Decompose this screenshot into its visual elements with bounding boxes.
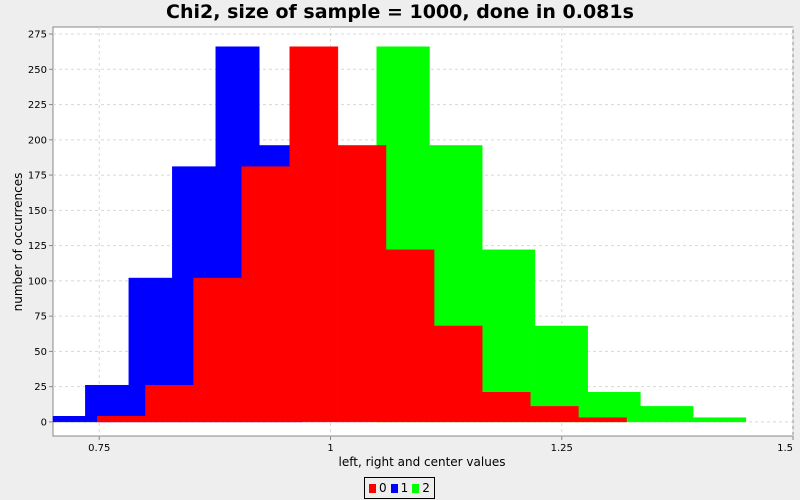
y-tick-label: 50 bbox=[34, 347, 47, 358]
y-tick-label: 175 bbox=[28, 171, 47, 182]
x-tick-label: 1 bbox=[327, 443, 333, 454]
bar-series-0 bbox=[530, 406, 579, 423]
bar-series-1 bbox=[52, 416, 86, 423]
bar-series-0 bbox=[578, 417, 627, 423]
y-tick-label: 0 bbox=[41, 417, 47, 428]
legend-label: 2 bbox=[422, 481, 430, 495]
bar-series-0 bbox=[289, 46, 339, 423]
x-axis-ticks: 0.75 1 1.25 1.5 bbox=[88, 436, 794, 454]
y-tick-label: 150 bbox=[28, 206, 47, 217]
bar-series-0 bbox=[481, 392, 531, 423]
bar-series-0 bbox=[385, 249, 435, 423]
bar-series-2 bbox=[587, 392, 641, 423]
legend-item-1: 1 bbox=[390, 481, 409, 495]
y-axis-label: number of occurrences bbox=[11, 173, 25, 312]
y-tick-label: 225 bbox=[28, 100, 47, 111]
legend-swatch bbox=[412, 483, 420, 493]
bar-series-2 bbox=[640, 406, 694, 423]
bar-series-0 bbox=[241, 166, 291, 423]
y-axis-ticks: 0 25 50 75 100 125 150 175 200 225 250 275 bbox=[28, 30, 53, 428]
y-tick-label: 200 bbox=[28, 135, 47, 146]
bar-series-0 bbox=[337, 145, 387, 423]
y-tick-label: 250 bbox=[28, 65, 47, 76]
chart-title: Chi2, size of sample = 1000, done in 0.0… bbox=[166, 1, 634, 23]
y-tick-label: 100 bbox=[28, 276, 47, 287]
bar-series-0 bbox=[97, 416, 146, 423]
legend-swatch bbox=[369, 483, 376, 493]
legend-label: 0 bbox=[379, 481, 387, 495]
bar-series-2 bbox=[692, 417, 747, 423]
legend-item-2: 2 bbox=[412, 481, 430, 495]
legend-swatch bbox=[390, 483, 398, 493]
y-tick-label: 275 bbox=[28, 30, 47, 41]
legend-label: 1 bbox=[400, 481, 409, 495]
y-tick-label: 75 bbox=[34, 312, 47, 323]
x-tick-label: 1.25 bbox=[551, 443, 573, 454]
x-axis-label: left, right and center values bbox=[339, 455, 506, 469]
y-tick-label: 25 bbox=[34, 382, 47, 393]
bars bbox=[52, 46, 747, 423]
bar-series-2 bbox=[534, 325, 588, 423]
bar-series-0 bbox=[433, 325, 483, 423]
x-tick-label: 1.5 bbox=[777, 443, 793, 454]
legend-item-0: 0 bbox=[369, 481, 387, 495]
bar-series-0 bbox=[145, 384, 194, 423]
bar-series-1 bbox=[85, 384, 130, 423]
bar-series-0 bbox=[193, 277, 242, 423]
x-tick-label: 0.75 bbox=[88, 443, 110, 454]
y-tick-label: 125 bbox=[28, 241, 47, 252]
